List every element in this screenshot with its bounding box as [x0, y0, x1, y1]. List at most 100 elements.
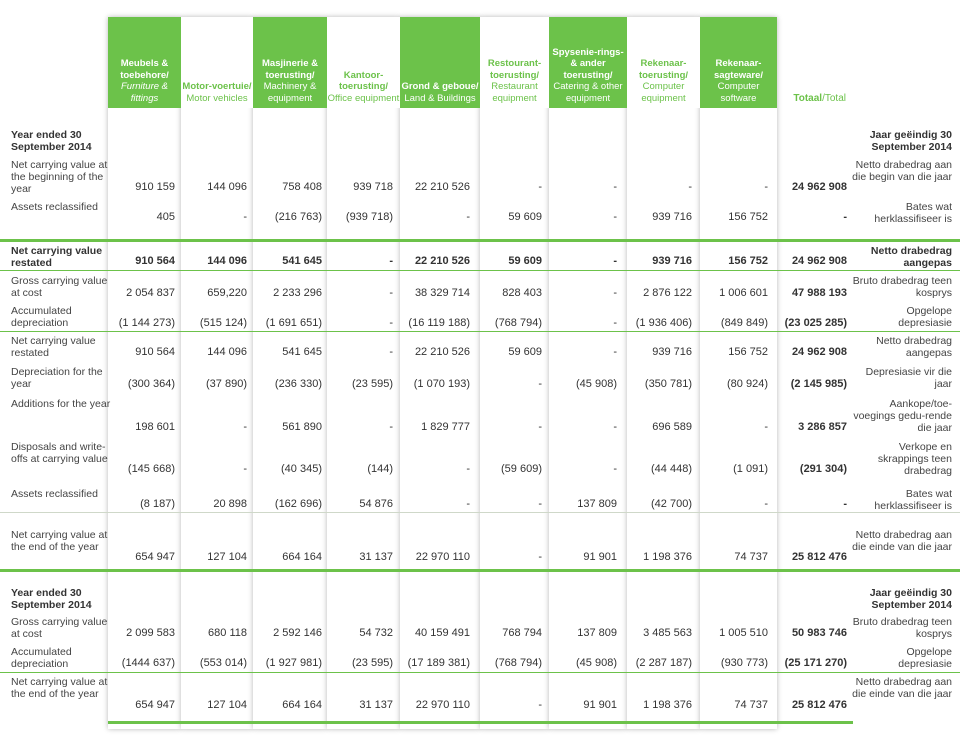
- table-cell: -: [389, 317, 393, 329]
- table-cell: (162 696): [274, 498, 322, 510]
- table-cell: -: [613, 346, 617, 358]
- column-header-english: Computer software: [717, 81, 760, 104]
- table-cell: 40 159 491: [414, 627, 470, 639]
- table-cell: 22 970 110: [415, 699, 470, 711]
- table-cell: 2 592 146: [273, 627, 322, 639]
- table-cell: (1 091): [733, 463, 768, 475]
- total-cell: (25 171 270): [784, 657, 847, 669]
- table-cell: 758 408: [282, 181, 322, 193]
- table-cell: 3 485 563: [643, 627, 692, 639]
- table-cell: -: [613, 287, 617, 299]
- divider: [0, 331, 960, 332]
- table-cell: 1 829 777: [421, 421, 470, 433]
- table-cell: 910 564: [135, 255, 175, 267]
- column-header-afrikaans: Rekenaar-toerusting/: [638, 58, 689, 81]
- table-cell: 939 716: [652, 255, 692, 267]
- table-cell: -: [466, 498, 470, 510]
- table-cell: 144 096: [207, 255, 247, 267]
- row-label-afrikaans: Netto drabedrag aan die begin van die ja…: [852, 159, 952, 183]
- table-cell: 38 329 714: [414, 287, 470, 299]
- column-header-text: Spysenie-rings- & ander toerusting/Cater…: [549, 47, 627, 105]
- column-band: [627, 17, 700, 729]
- column-header-text: Kantoor-toerusting/Office equipment: [327, 70, 400, 105]
- column-header-english: Furniture & fittings: [121, 81, 168, 104]
- column-header-afrikaans: Rekenaar-sagteware/: [713, 58, 764, 81]
- divider: [108, 721, 853, 724]
- table-cell: 59 609: [508, 255, 542, 267]
- table-cell: 939 718: [353, 181, 393, 193]
- column-header: Kantoor-toerusting/Office equipment: [327, 17, 400, 108]
- table-cell: 828 403: [502, 287, 542, 299]
- column-header: Masjinerie & toerusting/Machinery & equi…: [253, 17, 327, 108]
- column-band: [700, 17, 777, 729]
- table-cell: -: [613, 463, 617, 475]
- table-cell: (768 794): [494, 317, 542, 329]
- table-cell: 54 876: [359, 498, 393, 510]
- total-cell: -: [843, 211, 847, 223]
- column-header-afrikaans: Restourant-toerusting/: [487, 58, 542, 81]
- row-label-afrikaans: Bates wat herklassifiseer is: [874, 201, 952, 225]
- table-cell: 156 752: [728, 346, 768, 358]
- column-header-afrikaans: Motor-voertuie/: [182, 81, 252, 92]
- row-label-afrikaans: Depresiasie vir die jaar: [865, 366, 952, 390]
- total-cell: (2 145 985): [790, 378, 847, 390]
- row-label-afrikaans: Bates wat herklassifiseer is: [874, 488, 952, 512]
- table-cell: 654 947: [135, 551, 175, 563]
- table-cell: 1 198 376: [643, 699, 692, 711]
- table-cell: 659,220: [207, 287, 247, 299]
- divider: [0, 569, 960, 572]
- table-cell: -: [538, 421, 542, 433]
- table-cell: 541 645: [282, 346, 322, 358]
- row-label-afrikaans: Verkope en skrappings teen drabedrag: [877, 441, 952, 477]
- table-cell: 127 104: [207, 551, 247, 563]
- total-header-afrikaans: Totaal: [793, 93, 823, 104]
- table-cell: 561 890: [282, 421, 322, 433]
- total-header-separator: /: [822, 93, 825, 104]
- table-cell: 680 118: [208, 627, 247, 639]
- table-cell: -: [389, 346, 393, 358]
- table-cell: (1 927 981): [265, 657, 322, 669]
- table-cell: 20 898: [213, 498, 247, 510]
- table-cell: 768 794: [502, 627, 542, 639]
- table-cell: 22 970 110: [415, 551, 470, 563]
- row-label: Depreciation for the year: [11, 366, 103, 390]
- column-header-afrikaans: Masjinerie & toerusting/: [262, 58, 318, 81]
- row-label: Assets reclassified: [11, 488, 98, 500]
- table-cell: 74 737: [734, 699, 768, 711]
- row-label-afrikaans: Netto drabedrag aan die einde van die ja…: [852, 529, 952, 553]
- table-cell: 405: [156, 211, 175, 223]
- table-cell: 2 233 296: [273, 287, 322, 299]
- table-cell: -: [389, 287, 393, 299]
- table-cell: (930 773): [720, 657, 768, 669]
- table-cell: (16 119 188): [408, 317, 470, 329]
- table-cell: -: [243, 463, 247, 475]
- row-label: Net carrying value restated: [11, 245, 103, 269]
- column-header-text: Grond & geboue/Land & Buildings: [400, 81, 480, 104]
- row-label-afrikaans: Netto drabedrag aangepas: [870, 245, 952, 269]
- table-cell: 2 099 583: [126, 627, 175, 639]
- column-band: [253, 17, 327, 729]
- column-header: Motor-voertuie/Motor vehicles: [181, 17, 253, 108]
- table-cell: (1 144 273): [118, 317, 175, 329]
- column-header-text: Motor-voertuie/Motor vehicles: [181, 81, 253, 104]
- table-cell: (1 691 651): [265, 317, 322, 329]
- table-cell: (45 908): [576, 378, 617, 390]
- divider: [0, 270, 960, 271]
- column-band: [400, 17, 480, 729]
- column-header-english: Motor vehicles: [186, 92, 248, 104]
- row-label: Additions for the year: [11, 398, 111, 410]
- table-cell: -: [389, 255, 393, 267]
- table-cell: -: [688, 181, 692, 193]
- table-cell: 2 054 837: [126, 287, 175, 299]
- table-cell: 939 716: [652, 346, 692, 358]
- table-cell: -: [538, 378, 542, 390]
- total-cell: 24 962 908: [791, 255, 847, 267]
- row-label-afrikaans: Jaar geëindig 30 September 2014: [869, 587, 952, 611]
- column-header-afrikaans: Spysenie-rings- & ander toerusting/: [552, 46, 624, 81]
- table-cell: 59 609: [508, 346, 542, 358]
- column-header-afrikaans: Kantoor-toerusting/: [338, 69, 389, 93]
- total-cell: 25 812 476: [791, 551, 847, 563]
- total-cell: 24 962 908: [791, 346, 847, 358]
- row-label-afrikaans: Opgelope depresiasie: [898, 646, 952, 670]
- column-header: Grond & geboue/Land & Buildings: [400, 17, 480, 108]
